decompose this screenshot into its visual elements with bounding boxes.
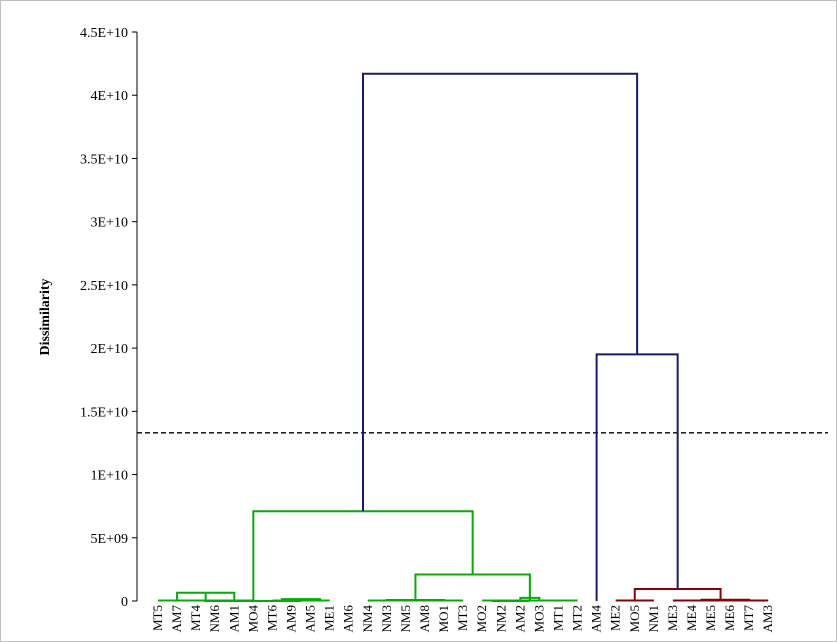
- x-tick-label: AM9: [283, 605, 298, 632]
- dendrogram-merge-link: [633, 587, 722, 601]
- y-tick-label: 5E+09: [91, 532, 128, 547]
- y-tick-label: 1E+10: [91, 469, 128, 484]
- x-tick-label: MT4: [188, 605, 203, 632]
- dendrogram-merge-link: [362, 72, 639, 512]
- y-tick-label: 4.5E+10: [80, 26, 128, 41]
- y-tick-label: 1.5E+10: [80, 405, 128, 420]
- x-tick-label: MT2: [570, 605, 585, 631]
- x-tick-label: MT7: [741, 605, 756, 632]
- x-tick-label: AM1: [226, 605, 241, 632]
- x-tick-label: AM5: [303, 605, 318, 632]
- x-tick-label: NM4: [360, 605, 375, 633]
- y-axis-label: Dissimilarity: [38, 279, 53, 356]
- dendrogram-merge-link: [176, 591, 236, 601]
- y-tick-label: 2.5E+10: [80, 279, 128, 294]
- x-tick-label: ME3: [665, 605, 680, 631]
- x-tick-label: ME1: [322, 605, 337, 631]
- dendrogram-merge-link: [414, 573, 531, 601]
- x-tick-label: NM5: [398, 605, 413, 632]
- x-tick-label: NM6: [207, 605, 222, 633]
- x-tick-label: ME6: [722, 605, 737, 632]
- x-tick-label: AM4: [589, 605, 604, 633]
- y-tick-label: 3E+10: [91, 216, 128, 231]
- dendrogram-merge-link: [280, 598, 322, 601]
- x-tick-label: AM3: [760, 605, 775, 632]
- x-tick-label: AM2: [512, 605, 527, 632]
- dendrogram-merge-link: [204, 592, 302, 602]
- x-tick-label: MO2: [474, 605, 489, 632]
- x-tick-label: MT6: [264, 605, 279, 632]
- x-tick-label: NM2: [493, 605, 508, 632]
- x-tick-label: MO1: [436, 605, 451, 632]
- link-group: [158, 72, 769, 602]
- x-tick-label: MT5: [150, 605, 165, 631]
- x-tick-label: MO4: [245, 605, 260, 633]
- x-tick-label: NM3: [379, 605, 394, 632]
- label-group: MT5 AM7 MT4 NM6 AM1 MO4 MT6 AM9 AM5 ME1 AM6 NM4 NM3 N…: [150, 605, 775, 633]
- x-tick-label: AM6: [341, 605, 356, 633]
- dendrogram-merge-link: [385, 598, 446, 601]
- x-tick-label: ME4: [684, 605, 699, 632]
- y-tick-label: 3.5E+10: [80, 152, 128, 167]
- dendrogram-merge-link: [700, 598, 751, 601]
- x-tick-label: MT1: [550, 605, 565, 631]
- x-tick-label: ME5: [703, 605, 718, 631]
- x-tick-label: NM1: [646, 605, 661, 632]
- y-tick-label: 4E+10: [91, 89, 128, 104]
- axis-group: 0 5E+09 1E+10 1.5E+10 2E+10 2.5E+10 3E+10 3.5E+…: [80, 26, 828, 610]
- x-tick-label: AM7: [169, 605, 184, 633]
- x-tick-label: MO5: [627, 605, 642, 632]
- x-tick-label: ME2: [608, 605, 623, 631]
- x-tick-label: MO3: [531, 605, 546, 632]
- y-tick-label: 2E+10: [91, 342, 128, 357]
- x-tick-label: MT3: [455, 605, 470, 631]
- x-tick-label: AM8: [417, 605, 432, 632]
- y-tick-label: 0: [121, 595, 128, 610]
